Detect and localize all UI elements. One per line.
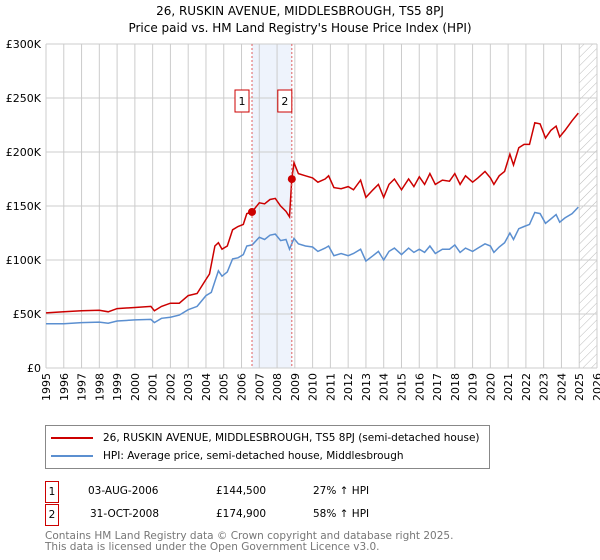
y-tick-label: £150K — [6, 200, 42, 213]
transaction-badge-box — [234, 89, 250, 113]
legend-label: 26, RUSKIN AVENUE, MIDDLESBROUGH, TS5 8P… — [103, 432, 480, 444]
x-tick-label: 2004 — [200, 373, 213, 401]
x-tick-label: 2025 — [573, 373, 586, 401]
x-tick-label: 2021 — [502, 373, 515, 401]
price-chart: 1 2 1995 1996 1997 1998 1999 2000 2001 2002 2003 20… — [6, 38, 600, 401]
y-tick-label: £0 — [27, 362, 41, 375]
transaction-price: £144,500 — [216, 485, 267, 497]
x-tick-label: 1996 — [58, 373, 71, 401]
y-tick-label: £250K — [6, 92, 42, 105]
transaction-row: 1 03-AUG-2006 £144,500 27% ↑ HPI — [45, 481, 465, 503]
transaction-price: £174,900 — [216, 508, 267, 520]
transaction-badge-label: 1 — [239, 95, 246, 108]
x-tick-label: 2019 — [467, 373, 480, 401]
x-tick-label: 2016 — [413, 373, 426, 401]
x-tick-label: 2024 — [556, 373, 569, 401]
legend-swatch-red — [51, 437, 93, 439]
x-tick-label: 2022 — [520, 373, 533, 401]
x-tick-label: 2001 — [147, 373, 160, 401]
transaction-badge-label: 2 — [281, 95, 288, 108]
transaction-badge: 1 — [45, 481, 59, 503]
x-tick-label: 1998 — [93, 373, 106, 401]
x-tick-label: 2005 — [218, 373, 231, 401]
transaction-badge: 2 — [45, 504, 59, 526]
x-tick-label: 2006 — [236, 373, 249, 401]
x-tick-label: 2003 — [182, 373, 195, 401]
transaction-hpi: 27% ↑ HPI — [313, 485, 370, 497]
legend-label: HPI: Average price, semi-detached house,… — [103, 450, 404, 462]
transaction-hpi: 58% ↑ HPI — [313, 508, 370, 520]
footer-copyright: Contains HM Land Registry data © Crown c… — [45, 530, 454, 542]
x-tick-label: 2020 — [484, 373, 497, 401]
series-line — [46, 206, 579, 325]
x-tick-label: 2017 — [431, 373, 444, 401]
x-tick-label: 2014 — [378, 373, 391, 401]
x-tick-label: 2023 — [538, 373, 551, 401]
transaction-date: 03-AUG-2006 — [88, 485, 159, 497]
x-tick-label: 2010 — [307, 373, 320, 401]
y-tick-label: £50K — [13, 308, 42, 321]
x-tick-label: 2026 — [591, 373, 600, 401]
transaction-point — [248, 207, 257, 216]
y-tick-label: £100K — [6, 254, 42, 267]
transaction-date: 31-OCT-2008 — [90, 508, 159, 520]
x-tick-label: 2013 — [360, 373, 373, 401]
legend-item-property: 26, RUSKIN AVENUE, MIDDLESBROUGH, TS5 8P… — [51, 430, 480, 446]
legend: 26, RUSKIN AVENUE, MIDDLESBROUGH, TS5 8P… — [45, 425, 490, 469]
transaction-badge-box — [277, 89, 293, 113]
x-tick-label: 1999 — [111, 373, 124, 401]
legend-swatch-blue — [51, 455, 93, 457]
y-tick-label: £200K — [6, 146, 42, 159]
y-tick-label: £300K — [6, 38, 42, 51]
transaction-point — [287, 175, 296, 184]
x-tick-label: 1997 — [76, 373, 89, 401]
x-tick-label: 2000 — [129, 373, 142, 401]
x-tick-label: 2011 — [324, 373, 337, 401]
chart-title: 26, RUSKIN AVENUE, MIDDLESBROUGH, TS5 8P… — [156, 4, 444, 18]
x-tick-label: 2007 — [253, 373, 266, 401]
series-line — [45, 112, 579, 314]
x-tick-label: 2015 — [396, 373, 409, 401]
x-tick-label: 2012 — [342, 373, 355, 401]
x-tick-label: 2002 — [164, 373, 177, 401]
x-tick-label: 2008 — [271, 373, 284, 401]
x-tick-label: 2009 — [289, 373, 302, 401]
footer-licence: This data is licensed under the Open Gov… — [45, 541, 380, 553]
legend-item-hpi: HPI: Average price, semi-detached house,… — [51, 448, 404, 464]
x-tick-label: 2018 — [449, 373, 462, 401]
chart-subtitle: Price paid vs. HM Land Registry's House … — [128, 21, 472, 35]
x-tick-label: 1995 — [40, 373, 53, 401]
transaction-row: 2 31-OCT-2008 £174,900 58% ↑ HPI — [45, 504, 465, 526]
